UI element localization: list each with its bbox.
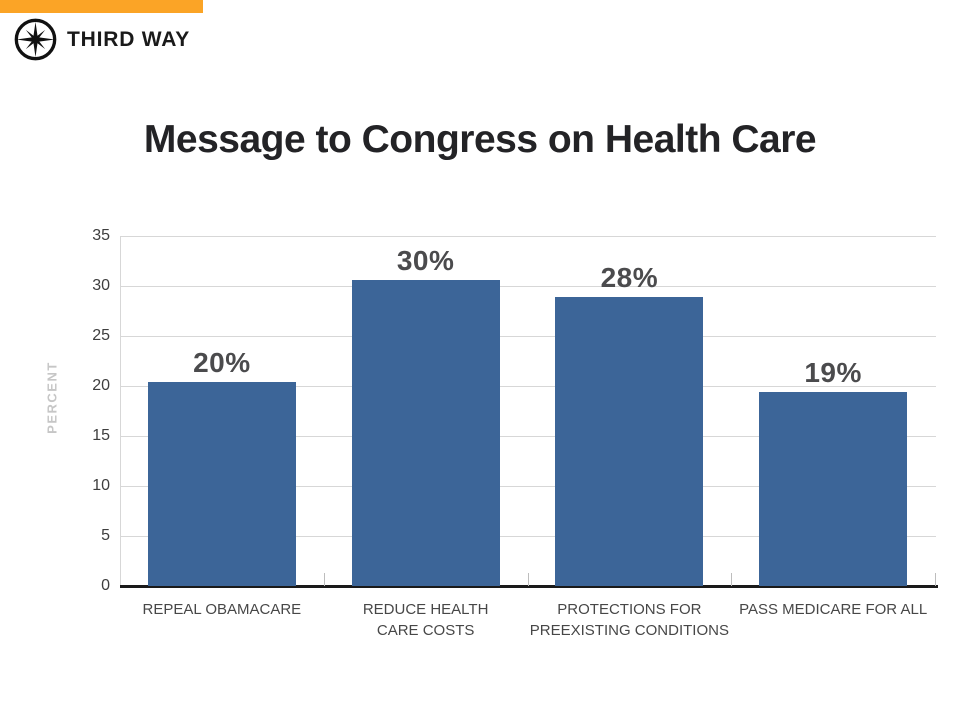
bar-2 [351, 280, 500, 586]
x-category-label-4: PASS MEDICARE FOR ALL [739, 601, 928, 618]
x-axis-tick-4 [935, 573, 936, 586]
x-axis-tick-2 [527, 573, 529, 586]
plot-area [120, 236, 936, 586]
y-tick-label-10: 10 [92, 477, 110, 494]
gridline-35 [121, 236, 936, 237]
x-axis-tick-1 [323, 573, 325, 586]
bar-value-label-4: 19% [804, 357, 862, 388]
bar-4 [759, 392, 908, 586]
y-tick-label-5: 5 [101, 527, 110, 544]
bar-1 [147, 382, 296, 586]
y-tick-label-15: 15 [92, 427, 110, 444]
x-axis-tick-3 [731, 573, 733, 586]
x-category-label-3: PROTECTIONS FOR PREEXISTING CONDITIONS [529, 601, 729, 639]
gridline-20 [121, 386, 936, 387]
y-tick-label-30: 30 [92, 277, 110, 294]
y-tick-label-25: 25 [92, 327, 110, 344]
gridline-10 [121, 486, 936, 487]
gridline-25 [121, 336, 936, 337]
gridline-5 [121, 536, 936, 537]
bar-value-label-1: 20% [193, 347, 251, 378]
gridline-30 [121, 286, 936, 287]
y-axis-title: PERCENT [44, 361, 60, 434]
x-axis-line [120, 585, 938, 588]
compass-star-icon [14, 18, 57, 61]
bar-3 [555, 297, 704, 586]
chart-title: Message to Congress on Health Care [143, 118, 817, 161]
bar-value-label-3: 28% [600, 262, 659, 293]
bar-value-label-2: 30% [396, 245, 455, 276]
y-tick-label-20: 20 [92, 377, 110, 394]
y-tick-label-35: 35 [92, 227, 110, 244]
brand-header: THIRD WAY [13, 17, 190, 62]
y-tick-label-0: 0 [101, 577, 110, 594]
gridline-15 [121, 436, 936, 437]
x-category-label-2: REDUCE HEALTH CARE COSTS [362, 601, 489, 639]
brand-accent-bar [0, 0, 203, 13]
brand-name: THIRD WAY [67, 27, 191, 51]
x-category-label-1: REPEAL OBAMACARE [142, 601, 302, 618]
